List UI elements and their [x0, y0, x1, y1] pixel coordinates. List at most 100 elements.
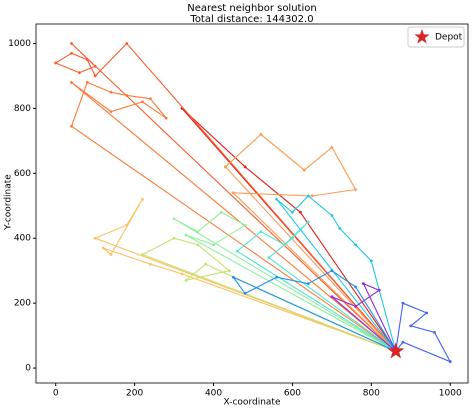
chart-subtitle: Total distance: 144302.0: [189, 14, 313, 25]
customer-point: [70, 42, 73, 45]
customer-point: [354, 188, 357, 191]
customer-point: [70, 81, 73, 84]
plot-frame: [35, 23, 469, 384]
customer-point: [212, 243, 215, 247]
customer-point: [125, 94, 129, 97]
customer-point: [231, 191, 235, 195]
customer-point: [227, 269, 231, 273]
legend-label: Depot: [435, 33, 463, 43]
customer-point: [243, 292, 247, 295]
customer-point: [425, 311, 428, 315]
customer-point: [141, 100, 144, 104]
customer-point: [231, 275, 235, 279]
route-line: [93, 199, 396, 352]
customer-point: [369, 259, 373, 263]
route-line: [54, 42, 397, 352]
x-tick-label: 0: [53, 389, 59, 399]
legend-marker: [414, 29, 430, 44]
customer-point: [275, 275, 279, 279]
customer-point: [306, 282, 310, 286]
customer-point: [267, 256, 271, 260]
customer-point: [93, 74, 97, 78]
customer-point: [330, 295, 334, 299]
customer-point: [433, 330, 436, 334]
customer-point: [180, 272, 184, 276]
customer-point: [275, 197, 279, 201]
y-tick-label: 0: [25, 364, 31, 374]
customer-point: [377, 288, 381, 292]
customer-point: [141, 197, 144, 201]
customer-point: [448, 360, 452, 363]
chart-title: Nearest neighbor solution: [187, 3, 316, 14]
customer-point: [223, 165, 227, 169]
customer-point: [298, 210, 302, 214]
depot-marker: [387, 342, 405, 359]
customer-point: [85, 58, 89, 62]
customer-point: [302, 168, 306, 172]
y-tick-label: 1000: [8, 39, 31, 49]
y-tick-label: 600: [14, 169, 31, 179]
customer-point: [283, 243, 286, 247]
customer-point: [196, 230, 200, 234]
customer-point: [184, 279, 188, 282]
customer-point: [172, 236, 176, 240]
customer-point: [306, 194, 310, 198]
customer-point: [109, 90, 113, 94]
customer-point: [196, 243, 200, 247]
customer-point: [409, 324, 413, 328]
customer-point: [259, 132, 263, 136]
customer-point: [401, 340, 405, 344]
customer-point: [70, 124, 73, 128]
customer-point: [362, 282, 365, 286]
customer-point: [70, 51, 73, 55]
customer-point: [259, 230, 263, 234]
customer-point: [93, 64, 97, 68]
customer-point: [184, 233, 188, 237]
customer-point: [291, 210, 294, 214]
customer-point: [338, 227, 342, 230]
customer-point: [220, 210, 223, 214]
y-tick-label: 200: [14, 299, 31, 309]
x-tick-label: 600: [284, 389, 301, 399]
customer-point: [354, 243, 357, 247]
customer-point: [306, 220, 310, 224]
customer-point: [204, 262, 208, 266]
customer-point: [172, 217, 176, 221]
route-line: [141, 237, 397, 352]
customer-point: [243, 165, 247, 169]
customer-point: [330, 145, 334, 149]
y-tick-label: 400: [14, 234, 31, 244]
customer-point: [54, 61, 58, 65]
y-axis-label: Y-coordinate: [4, 174, 14, 231]
customer-point: [93, 236, 97, 240]
customer-point: [85, 81, 89, 84]
customer-point: [354, 285, 357, 289]
customer-point: [101, 246, 105, 250]
customer-point: [141, 253, 144, 256]
route-line: [173, 211, 397, 352]
route-line: [231, 270, 397, 352]
customer-point: [401, 301, 405, 305]
customer-point: [310, 194, 314, 198]
x-axis-label: X-coordinate: [224, 398, 281, 408]
customer-point: [354, 304, 357, 308]
x-tick-label: 800: [363, 389, 380, 399]
route-line: [395, 302, 452, 363]
x-tick-label: 400: [205, 389, 222, 399]
customer-point: [330, 214, 334, 217]
route-line: [70, 81, 397, 352]
customer-point: [164, 116, 168, 120]
customer-point: [243, 223, 247, 227]
route-line: [331, 282, 397, 352]
customer-point: [77, 71, 81, 75]
customer-point: [109, 110, 113, 114]
x-tick-label: 1000: [439, 389, 462, 399]
customer-point: [125, 42, 129, 45]
route-line: [236, 221, 397, 352]
customer-point: [149, 97, 152, 101]
customer-point: [291, 236, 294, 240]
x-tick-label: 200: [126, 389, 143, 399]
customer-point: [235, 249, 239, 253]
